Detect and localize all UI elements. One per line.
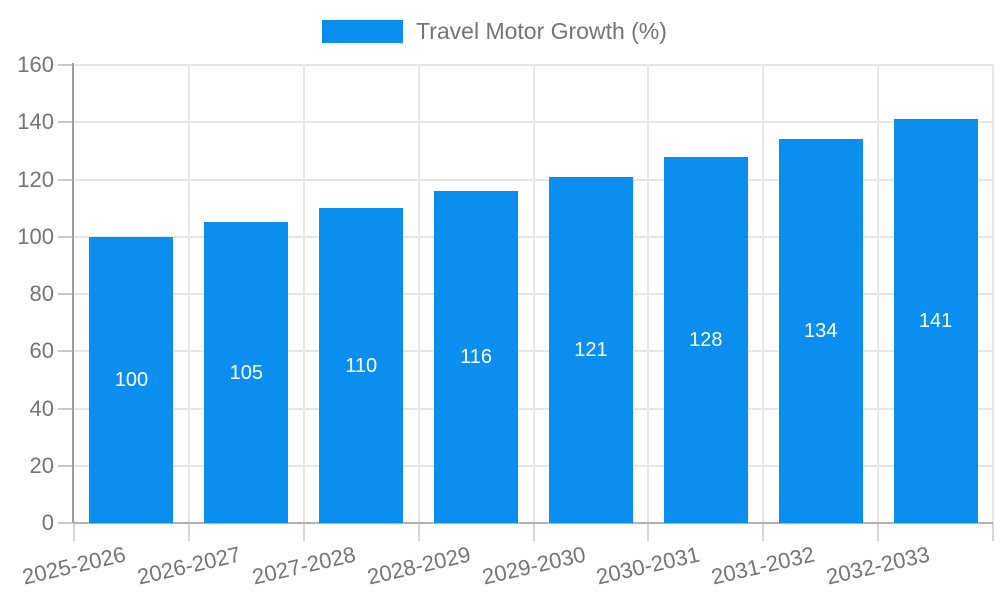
gridline-vertical [647,65,650,523]
x-axis-tick [992,523,994,541]
gridline-vertical [762,65,765,523]
gridline-vertical [302,65,305,523]
gridline-vertical [992,65,994,523]
gridline-vertical [877,65,880,523]
y-axis-label: 60 [29,338,54,364]
y-axis-tick [58,522,74,524]
x-axis-tick [73,523,75,541]
x-axis-tick [762,523,765,541]
y-axis-label: 20 [29,452,54,478]
y-axis-tick [58,235,74,238]
bar[interactable] [204,222,289,523]
y-axis-tick [58,121,74,124]
y-axis-label: 140 [17,109,54,135]
y-axis-label: 100 [17,223,54,249]
bar[interactable] [663,156,748,523]
y-axis-tick [58,350,74,353]
legend-item[interactable]: Travel Motor Growth (%) [322,18,667,45]
y-axis-line [72,63,74,523]
bar[interactable] [778,139,863,523]
x-axis-tick [647,523,650,541]
y-axis-tick [58,464,74,467]
y-axis-tick [58,178,74,181]
legend-swatch [322,20,403,43]
bar[interactable] [434,190,519,523]
x-axis-tick [302,523,305,541]
y-axis-tick [58,64,74,66]
y-axis-tick [58,293,74,295]
x-axis-tick [877,523,880,541]
bar[interactable] [319,208,404,523]
y-axis-label: 120 [17,166,54,192]
x-axis-tick [187,523,190,541]
gridline-vertical [187,65,190,523]
legend-label: Travel Motor Growth (%) [416,18,667,44]
y-axis-label: 160 [17,52,54,77]
bar[interactable] [89,236,174,523]
gridline-vertical [532,65,535,523]
x-axis-line [74,522,993,524]
y-axis-tick [58,407,74,410]
y-axis-label: 0 [41,510,54,535]
y-axis-label: 80 [29,281,54,306]
bar[interactable] [548,176,633,523]
y-axis-label: 40 [29,395,54,421]
bar[interactable] [893,119,978,523]
gridline-vertical [417,65,420,523]
x-axis-tick [532,523,535,541]
x-axis-tick [417,523,420,541]
